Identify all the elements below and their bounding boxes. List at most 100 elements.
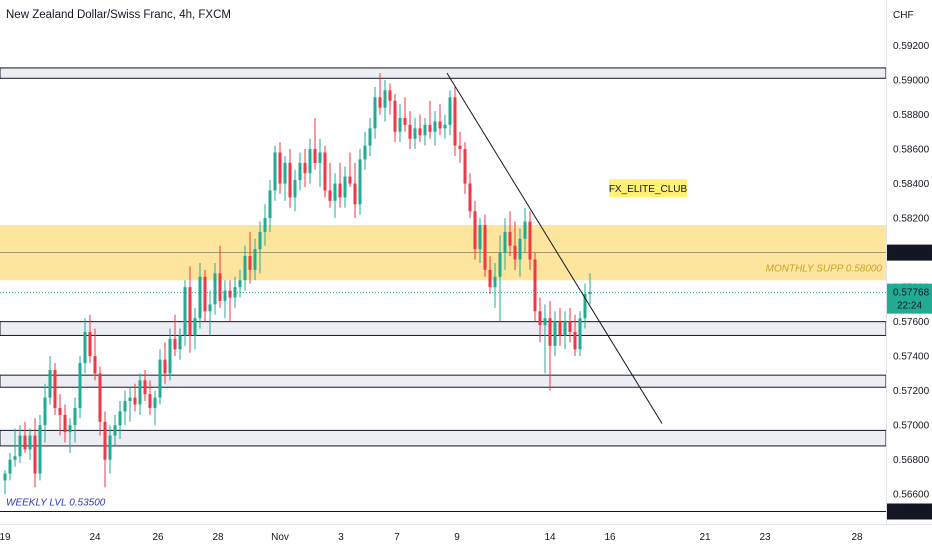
candle-body (143, 380, 147, 395)
candle-body (433, 121, 437, 132)
candle (148, 380, 152, 415)
candle (343, 166, 347, 208)
candle (48, 356, 52, 405)
candle-body (233, 287, 237, 298)
candle (508, 211, 512, 257)
trendline (446, 72, 663, 424)
candle (418, 114, 422, 143)
time-tick-label: 24 (89, 532, 101, 543)
candle-body (8, 459, 12, 474)
time-tick-label: 7 (394, 532, 400, 543)
candle (468, 173, 472, 219)
candle (168, 328, 172, 381)
candle (483, 214, 487, 277)
candle-body (428, 124, 432, 132)
candle (493, 262, 497, 308)
candle-body (278, 152, 282, 184)
candle (8, 452, 12, 481)
candle-body (508, 231, 512, 246)
candle (463, 142, 467, 194)
candle (528, 211, 532, 270)
candle (408, 111, 412, 150)
time-tick-label: 26 (152, 532, 164, 543)
candle-body (13, 456, 17, 460)
candle (518, 228, 522, 277)
price-tick-label: 0.58400 (893, 179, 930, 190)
candle (503, 218, 507, 270)
candle (298, 152, 302, 191)
time-tick-label: 23 (759, 532, 771, 543)
candle (178, 328, 182, 360)
candle-body (38, 425, 42, 474)
price-tick-label: 0.56500 (893, 507, 930, 518)
candle (158, 349, 162, 405)
candle-body (73, 407, 77, 426)
candle-body (548, 318, 552, 346)
candle-body (33, 435, 37, 474)
candle-body (298, 162, 302, 181)
candle (228, 280, 232, 322)
price-tick-label: 0.59000 (893, 76, 930, 87)
candle-body (78, 363, 82, 408)
zone-support (0, 374, 887, 388)
annotation-text: FX_ELITE_CLUB (609, 184, 688, 195)
candle (143, 369, 147, 402)
chart-title: New Zealand Dollar/Swiss Franc, 4h, FXCM (6, 9, 231, 21)
candle-body (213, 273, 217, 305)
candle-body (198, 276, 202, 319)
candle-body (338, 183, 342, 198)
candle-body (163, 359, 167, 374)
candle-body (208, 304, 212, 312)
candle-body (103, 421, 107, 460)
candle-body (133, 397, 137, 405)
candle (23, 421, 27, 453)
candle (268, 180, 272, 232)
annotation-bg (609, 179, 687, 197)
candle-body (223, 290, 227, 301)
candle-body (403, 117, 407, 125)
candle-body (153, 397, 157, 408)
candle-body (568, 321, 572, 333)
candle-body (453, 97, 457, 146)
candle-body (378, 97, 382, 108)
candle-body (353, 183, 357, 205)
candle (358, 149, 362, 215)
candle-body (258, 231, 262, 250)
candle (523, 207, 527, 253)
candle (113, 414, 117, 446)
candle (378, 73, 382, 115)
candle (313, 117, 317, 170)
candle-body (528, 221, 532, 260)
candle-body (328, 190, 332, 201)
candle (233, 276, 237, 308)
price-label-bg (887, 244, 932, 261)
candles-layer (3, 73, 592, 495)
candle (153, 390, 157, 426)
candle-body (248, 256, 252, 270)
time-tick-label: 21 (699, 532, 711, 543)
candle-body (393, 100, 397, 132)
candle (133, 383, 137, 412)
candle (183, 280, 187, 346)
candle (93, 328, 97, 381)
candle-body (398, 117, 402, 132)
candle (73, 397, 77, 443)
candle (88, 314, 92, 364)
price-tick-label: 0.58000 (893, 248, 930, 259)
candle-body (443, 124, 447, 129)
time-tick-label: 9 (454, 532, 460, 543)
candle (413, 117, 417, 150)
candle-body (578, 318, 582, 350)
candle (583, 283, 587, 329)
candle (163, 342, 167, 384)
candle (123, 390, 127, 426)
candle (103, 411, 107, 488)
candle (293, 169, 297, 212)
candle-body (368, 128, 372, 146)
candle (128, 387, 132, 422)
candle-body (193, 318, 197, 336)
candle-body (323, 152, 327, 191)
candle-body (333, 183, 337, 201)
candle-body (113, 425, 117, 436)
